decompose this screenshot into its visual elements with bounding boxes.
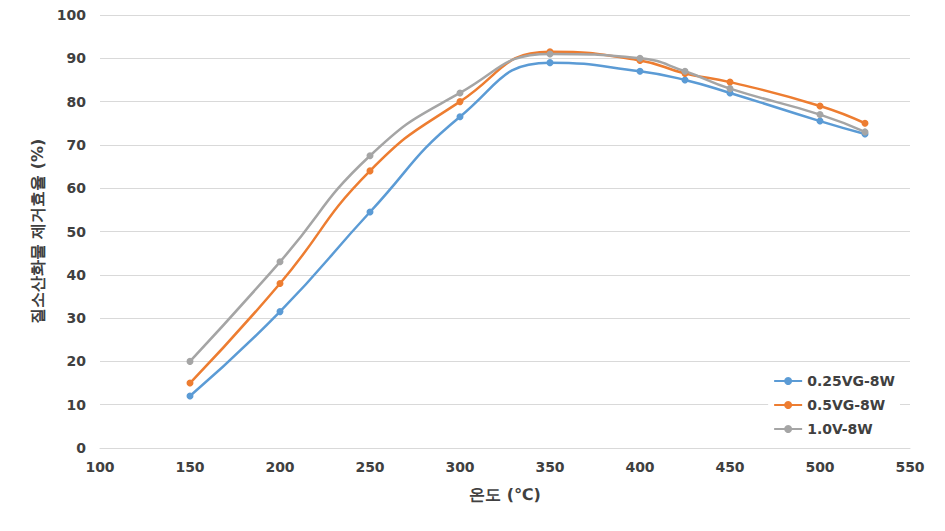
svg-text:80: 80: [67, 94, 87, 110]
svg-text:60: 60: [67, 180, 87, 196]
svg-text:20: 20: [67, 353, 87, 369]
svg-text:200: 200: [265, 459, 294, 475]
svg-text:250: 250: [355, 459, 384, 475]
svg-text:1.0V-8W: 1.0V-8W: [807, 421, 873, 437]
svg-text:90: 90: [67, 50, 87, 66]
svg-text:450: 450: [715, 459, 744, 475]
svg-text:40: 40: [67, 267, 87, 283]
svg-text:500: 500: [805, 459, 834, 475]
svg-text:150: 150: [175, 459, 204, 475]
svg-text:400: 400: [625, 459, 654, 475]
svg-text:30: 30: [67, 310, 87, 326]
svg-text:350: 350: [535, 459, 564, 475]
svg-text:10: 10: [67, 397, 87, 413]
svg-text:100: 100: [57, 7, 86, 23]
svg-text:0.25VG-8W: 0.25VG-8W: [807, 373, 895, 389]
svg-text:0: 0: [76, 440, 86, 456]
svg-text:0.5VG-8W: 0.5VG-8W: [807, 397, 885, 413]
svg-text:100: 100: [85, 459, 114, 475]
svg-text:온도 (℃): 온도 (℃): [469, 485, 541, 504]
svg-text:50: 50: [67, 224, 87, 240]
svg-text:70: 70: [67, 137, 87, 153]
svg-text:300: 300: [445, 459, 474, 475]
svg-text:질소산화물 제거효율 (%): 질소산화물 제거효율 (%): [28, 139, 47, 325]
svg-text:550: 550: [895, 459, 924, 475]
